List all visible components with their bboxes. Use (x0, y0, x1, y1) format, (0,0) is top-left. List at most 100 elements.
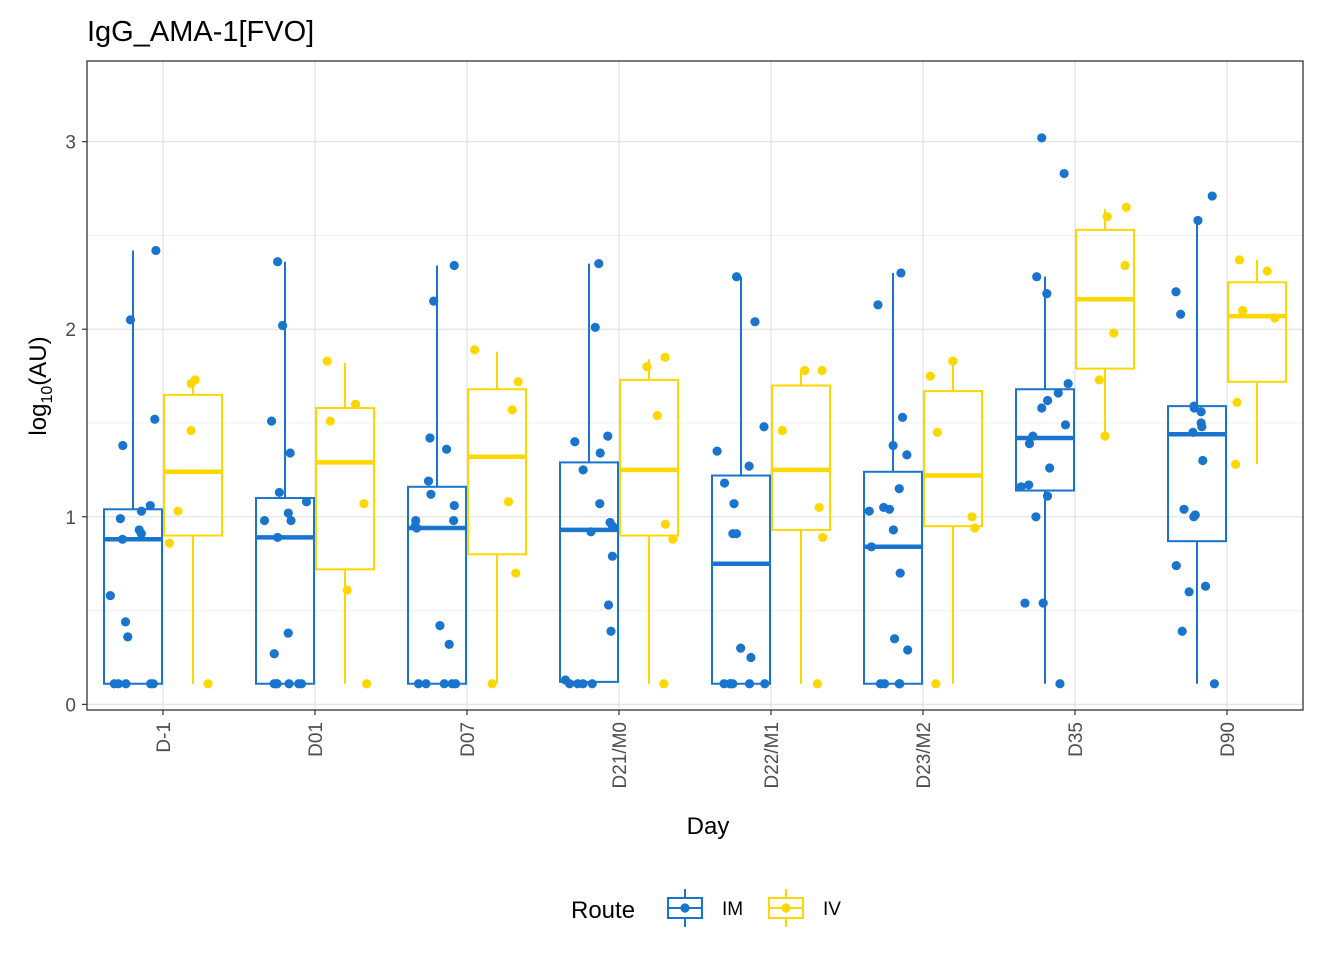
data-point (1059, 168, 1069, 179)
data-point (429, 296, 439, 306)
data-point (1189, 512, 1199, 522)
legend-point (680, 903, 690, 913)
data-point (1200, 581, 1211, 591)
box-rect (407, 485, 467, 685)
y-axis-title-subscript: 10 (39, 386, 56, 404)
legend-key-IV (768, 889, 804, 927)
chart-title: IgG_AMA-1[FVO] (87, 16, 314, 48)
data-point (889, 634, 900, 644)
data-point (113, 679, 124, 689)
y-axis-title-suffix: (AU) (25, 336, 52, 385)
box-rect (711, 474, 771, 685)
data-point (578, 465, 588, 475)
x-tick-label: D35 (1066, 722, 1087, 757)
box-IV-D-1 (163, 375, 223, 689)
data-point (587, 679, 597, 689)
data-point (573, 679, 583, 689)
x-axis-title: Day (687, 813, 730, 840)
data-point (1042, 288, 1052, 299)
box-rect (771, 384, 831, 531)
legend-key-IM (667, 889, 703, 927)
data-point (660, 519, 670, 529)
plot-panel (87, 61, 1303, 710)
data-point (595, 499, 605, 509)
data-point (362, 679, 372, 689)
data-point (145, 500, 155, 511)
data-point (507, 405, 517, 415)
data-point (873, 300, 883, 310)
data-point (607, 551, 618, 561)
data-point (164, 538, 174, 548)
data-point (1016, 482, 1026, 492)
data-point (1176, 309, 1186, 319)
data-point (1109, 328, 1119, 338)
data-point (513, 377, 523, 387)
data-point (660, 352, 670, 362)
data-point (1053, 388, 1063, 398)
data-point (1121, 202, 1131, 212)
box-IM-D07 (407, 260, 467, 689)
box-rect (467, 388, 527, 556)
data-point (1042, 395, 1053, 406)
data-point (136, 529, 146, 539)
data-point (470, 345, 480, 355)
data-point (151, 245, 161, 256)
data-layer (103, 133, 1287, 689)
box-IV-D35 (1075, 202, 1135, 441)
data-point (814, 502, 824, 513)
data-point (350, 399, 361, 409)
data-point (1020, 598, 1030, 608)
x-tick-label: D07 (458, 722, 479, 757)
data-point (866, 542, 877, 552)
data-point (120, 617, 131, 627)
data-point (423, 476, 434, 486)
data-point (812, 679, 822, 689)
box-IV-D21/M0 (619, 352, 679, 689)
data-point (1207, 191, 1217, 201)
data-point (744, 679, 755, 689)
x-tick-label: D01 (306, 722, 327, 757)
legend-point (781, 903, 791, 913)
legend-label-IV: IV (823, 899, 841, 920)
data-point (931, 679, 941, 689)
data-point (1177, 626, 1187, 636)
data-point (342, 585, 352, 595)
data-point (294, 679, 304, 689)
box-rect (315, 407, 375, 571)
data-point (359, 499, 369, 509)
y-axis: 0 1 2 3 (65, 133, 87, 716)
y-tick-label: 3 (65, 133, 76, 154)
data-point (186, 379, 196, 389)
data-point (728, 529, 738, 539)
data-point (121, 679, 131, 689)
data-point (1189, 403, 1199, 413)
data-point (712, 446, 722, 456)
data-point (642, 362, 652, 372)
data-point (932, 427, 942, 437)
data-point (1197, 422, 1207, 432)
box-IM-D-1 (103, 245, 163, 689)
y-axis-title-prefix: log (25, 404, 52, 436)
data-point (818, 532, 828, 543)
box-IV-D23/M2 (923, 356, 983, 689)
data-point (203, 679, 213, 689)
legend: Route IM IV (571, 889, 841, 927)
data-point (595, 448, 605, 458)
data-point (1042, 491, 1053, 501)
data-point (259, 515, 270, 526)
data-point (970, 523, 980, 533)
data-point (274, 487, 284, 498)
data-point (1102, 212, 1112, 222)
data-point (1262, 266, 1272, 276)
data-point (817, 365, 827, 376)
data-point (888, 525, 898, 535)
data-point (1209, 679, 1219, 689)
box-IM-D21/M0 (559, 258, 619, 689)
series-IV (163, 202, 1287, 689)
data-point (451, 679, 461, 689)
data-point (894, 484, 904, 494)
box-rect (103, 508, 163, 685)
data-point (325, 416, 335, 426)
data-point (719, 679, 729, 689)
data-point (426, 489, 436, 499)
